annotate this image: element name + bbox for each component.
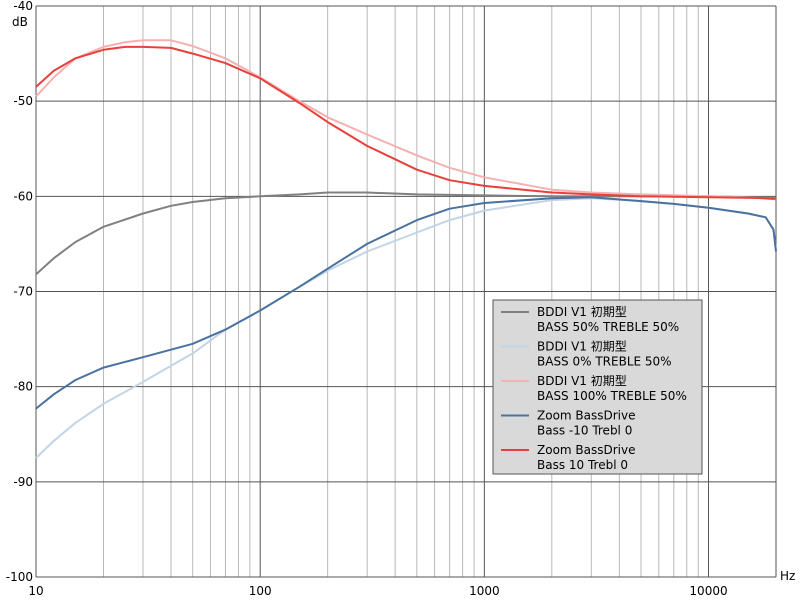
x-tick-label: 10000 <box>689 584 727 598</box>
y-tick-label: -50 <box>13 94 33 108</box>
legend-entry-label: BDDI V1 初期型 <box>537 340 627 354</box>
y-tick-label: -100 <box>6 570 33 584</box>
legend-entry-label: Zoom BassDrive <box>537 443 636 457</box>
y-tick-label: -40 <box>13 0 33 13</box>
x-tick-label: 10 <box>28 584 43 598</box>
legend-entry-label: Zoom BassDrive <box>537 409 636 423</box>
x-tick-label: 100 <box>249 584 272 598</box>
y-tick-label: -60 <box>13 189 33 203</box>
grid <box>35 5 777 578</box>
y-tick-label: -90 <box>13 475 33 489</box>
y-tick-label: -70 <box>13 285 33 299</box>
legend-entry-label: BDDI V1 初期型 <box>537 305 627 319</box>
legend-entry-label: Bass 10 Trebl 0 <box>537 458 628 472</box>
x-axis-label: Hz <box>780 569 795 583</box>
legend-entry-label: BASS 0% TREBLE 50% <box>537 355 672 369</box>
y-tick-label: -80 <box>13 380 33 394</box>
legend-entry-label: BASS 50% TREBLE 50% <box>537 320 679 334</box>
series-line <box>35 191 777 276</box>
legend-box <box>492 299 703 475</box>
x-tick-label: 1000 <box>469 584 500 598</box>
series-line <box>35 39 777 200</box>
y-axis-label: dB <box>12 15 28 29</box>
legend-entry-label: BDDI V1 初期型 <box>537 374 627 388</box>
series-line <box>35 45 777 200</box>
series-lines <box>35 39 777 459</box>
series-line <box>35 196 777 410</box>
legend-entry-label: BASS 100% TREBLE 50% <box>537 389 687 403</box>
legend-entry-label: Bass -10 Trebl 0 <box>537 424 632 438</box>
